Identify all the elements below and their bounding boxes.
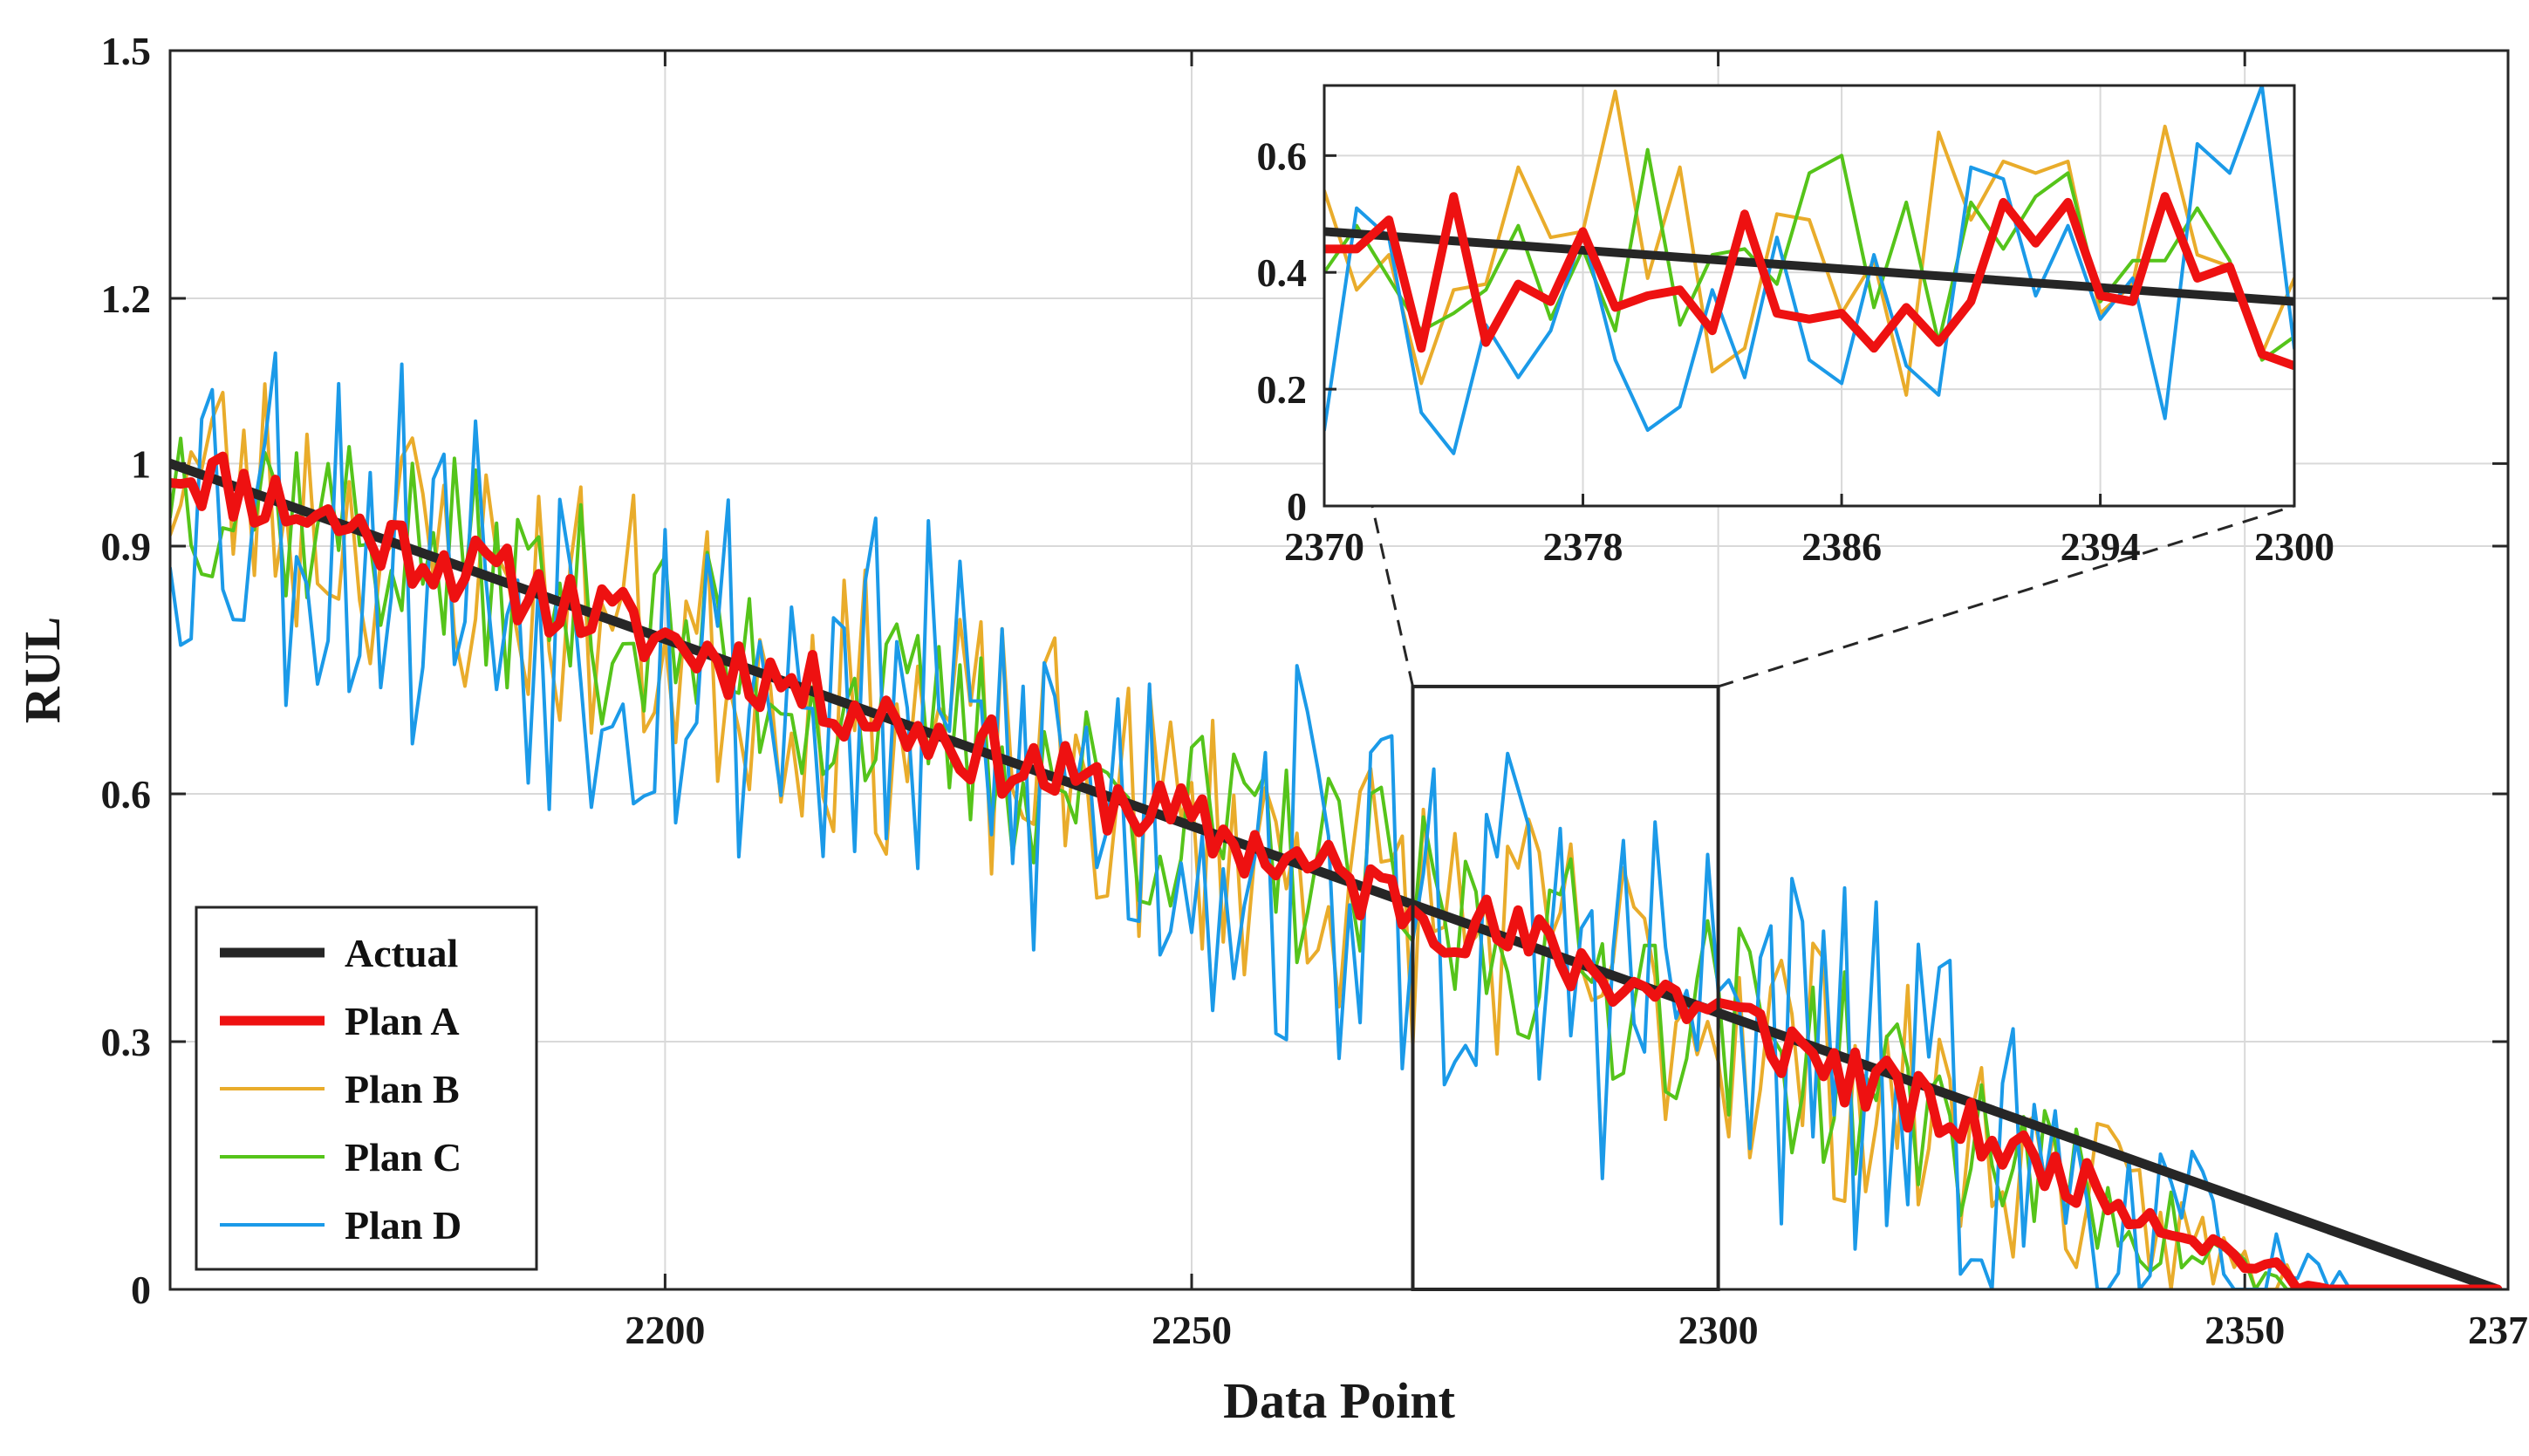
inset-y-tick-label: 0: [1287, 484, 1307, 529]
inset-y-tick-label: 0.4: [1257, 250, 1308, 295]
zoom-box: [1411, 684, 1720, 1291]
inset-plot-frame: [1323, 84, 2296, 508]
legend-label-plan-d: Plan D: [345, 1203, 461, 1248]
legend-label-plan-a: Plan A: [345, 999, 460, 1043]
legend-label-plan-b: Plan B: [345, 1067, 460, 1111]
y-tick-label: 0.3: [101, 1020, 152, 1064]
inset-series-line-plan-a: [1324, 192, 2294, 371]
zoom-connector-left: [1370, 505, 1414, 687]
main-ticks: 2200 2250 2300 2350 2375 0 0.3 0.6 0.9 1 1.2 1.5: [101, 29, 2529, 1352]
inset-x-tick-label: 2370: [1284, 524, 1364, 569]
inset-y-tick-label: 0.6: [1257, 133, 1308, 178]
inset-x-tick-label: 2394: [2061, 524, 2141, 569]
inset-background: [1324, 85, 2294, 506]
x-tick-label: 2250: [1152, 1308, 1232, 1352]
inset-x-tick-label: 2386: [1801, 524, 1882, 569]
legend-label-actual: Actual: [345, 931, 458, 975]
inset-series-line-plan-c: [1324, 147, 2294, 362]
y-tick-label: 0.9: [101, 524, 152, 569]
y-tick-label: 0.6: [101, 772, 152, 817]
x-axis-label: Data Point: [1223, 1372, 1456, 1429]
x-tick-label: 2300: [1678, 1308, 1759, 1352]
y-axis-label: RUL: [14, 617, 71, 723]
x-tick-label: 2375: [2468, 1308, 2529, 1352]
series-line-plan-a: [170, 451, 2503, 1289]
inset-x-tick-label: 2378: [1543, 524, 1623, 569]
main-plot-frame: [168, 49, 2510, 1291]
legend-label-plan-c: Plan C: [345, 1135, 461, 1179]
y-tick-label: 1.5: [101, 29, 152, 73]
series-line-actual: [170, 458, 2503, 1289]
main-series-group: [170, 351, 2503, 1289]
y-tick-label: 1.2: [101, 277, 152, 321]
y-tick-label: 0: [131, 1268, 151, 1312]
inset-x-tick-label: 2300: [2254, 524, 2334, 569]
y-tick-label: 1: [131, 441, 151, 486]
inset-ticks: 2370 2378 2386 2394 2300 0 0.2 0.4 0.6: [1257, 133, 2335, 569]
zoom-connector-right: [1718, 504, 2295, 688]
x-tick-label: 2200: [625, 1308, 705, 1352]
inset-y-tick-label: 0.2: [1257, 367, 1308, 412]
legend-entries: Actual Plan A Plan B Plan C Plan D: [220, 931, 461, 1248]
series-line-plan-d: [170, 351, 2499, 1289]
inset-series-group: [1324, 85, 2294, 455]
x-tick-label: 2350: [2204, 1308, 2285, 1352]
legend: Actual Plan A Plan B Plan C Plan D: [195, 906, 538, 1271]
